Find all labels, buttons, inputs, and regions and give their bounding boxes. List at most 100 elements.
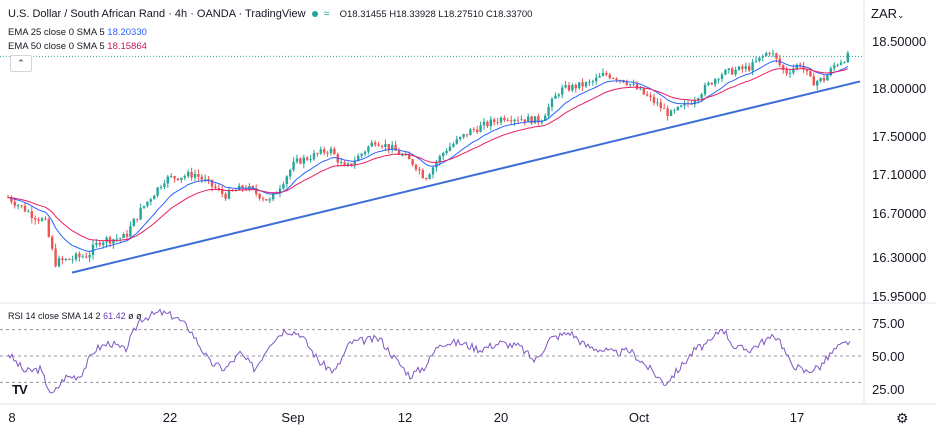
candle — [486, 120, 489, 128]
rsi-extra: ø ø — [128, 311, 142, 321]
candle-body — [676, 106, 679, 110]
candle — [278, 185, 282, 198]
candle-body — [554, 95, 557, 99]
candle-body — [550, 98, 554, 107]
candle-body — [312, 153, 316, 160]
candle — [401, 153, 404, 157]
candle — [374, 140, 377, 147]
candle-body — [61, 258, 64, 261]
candle — [618, 79, 622, 84]
candle — [659, 98, 662, 112]
collapse-legend-button[interactable]: ⌃ — [10, 55, 32, 72]
gear-icon[interactable]: ⚙ — [896, 410, 909, 426]
candle-body — [839, 62, 843, 65]
candle-body — [615, 78, 618, 81]
candle-body — [744, 66, 747, 69]
candle — [588, 79, 591, 87]
candle-body — [632, 84, 635, 85]
candle-body — [176, 178, 180, 181]
candle-body — [421, 170, 424, 179]
candle — [336, 152, 339, 167]
time-tick-label: 22 — [163, 410, 177, 425]
candle-body — [244, 188, 248, 190]
candle — [163, 179, 166, 190]
candle — [74, 251, 78, 262]
candle-body — [683, 103, 686, 106]
candle — [666, 105, 669, 121]
candle — [323, 146, 326, 156]
candle-body — [489, 119, 492, 127]
candle-body — [319, 149, 322, 154]
candle-body — [350, 163, 353, 166]
candle-body — [210, 179, 214, 187]
candle — [805, 69, 809, 76]
candle — [187, 169, 190, 179]
candle-body — [465, 134, 469, 136]
candle-body — [459, 136, 462, 140]
candle-body — [207, 179, 210, 180]
candle — [404, 151, 407, 156]
candle — [176, 178, 180, 181]
ema25-line — [7, 60, 849, 253]
candle-body — [85, 256, 88, 258]
ema50-legend[interactable]: EMA 50 close 0 SMA 5 18.15864 — [8, 41, 147, 52]
candle-body — [530, 116, 533, 124]
candle-body — [479, 125, 482, 132]
candle-body — [428, 174, 431, 179]
symbol-title[interactable]: U.S. Dollar / South African Rand · 4h · … — [8, 8, 306, 20]
price-tick-label: 15.95000 — [872, 289, 926, 304]
candle — [595, 73, 598, 85]
candle-body — [629, 84, 632, 85]
time-axis[interactable]: 8 22 Sep 12 20 Oct 17 — [0, 403, 936, 425]
candle — [720, 72, 724, 83]
candle — [833, 62, 836, 71]
rsi-pane[interactable] — [0, 308, 864, 394]
rsi-legend[interactable]: RSI 14 close SMA 14 2 61.42 ø ø — [8, 311, 142, 321]
candle — [10, 195, 13, 205]
candle-body — [768, 53, 771, 54]
candle-body — [533, 116, 537, 124]
candle — [632, 79, 635, 87]
candle-body — [13, 201, 16, 206]
price-pane[interactable] — [0, 49, 936, 304]
ema25-legend[interactable]: EMA 25 close 0 SMA 5 18.20330 — [8, 27, 147, 38]
candle — [737, 65, 741, 71]
candle — [649, 92, 652, 102]
candle — [282, 181, 285, 190]
candle-body — [170, 176, 173, 177]
candle-body — [200, 176, 203, 180]
candle — [765, 51, 768, 57]
candle-body — [363, 151, 367, 154]
candle — [391, 141, 394, 153]
candle — [846, 50, 849, 63]
candle — [129, 221, 132, 238]
candle — [139, 203, 142, 221]
currency-selector[interactable]: ZAR⌄ — [871, 6, 905, 21]
price-tick-label: 16.70000 — [872, 206, 926, 221]
price-axis[interactable]: 18.50000 18.00000 17.50000 17.10000 16.70000… — [863, 0, 926, 404]
candle — [88, 250, 91, 263]
candle — [68, 258, 71, 261]
candle-body — [44, 218, 47, 220]
price-tick-label: 17.50000 — [872, 129, 926, 144]
candle-body — [448, 146, 452, 151]
candle-body — [822, 77, 826, 81]
candle — [136, 218, 139, 223]
candle-body — [384, 144, 387, 147]
candle-body — [54, 248, 57, 267]
candle — [761, 54, 764, 62]
rsi-value: 61.42 — [103, 311, 126, 321]
candle — [61, 256, 64, 265]
candle-body — [612, 78, 615, 79]
candle-body — [499, 117, 503, 123]
candle-body — [374, 142, 377, 145]
candle — [319, 146, 322, 156]
rsi-tick-label: 75.00 — [872, 316, 905, 331]
candle-body — [418, 169, 421, 171]
candle — [489, 116, 492, 131]
tradingview-logo[interactable]: TV — [12, 382, 28, 397]
candle-body — [309, 159, 312, 161]
candle-body — [414, 164, 418, 170]
candle-body — [265, 199, 268, 201]
candle — [78, 251, 81, 262]
